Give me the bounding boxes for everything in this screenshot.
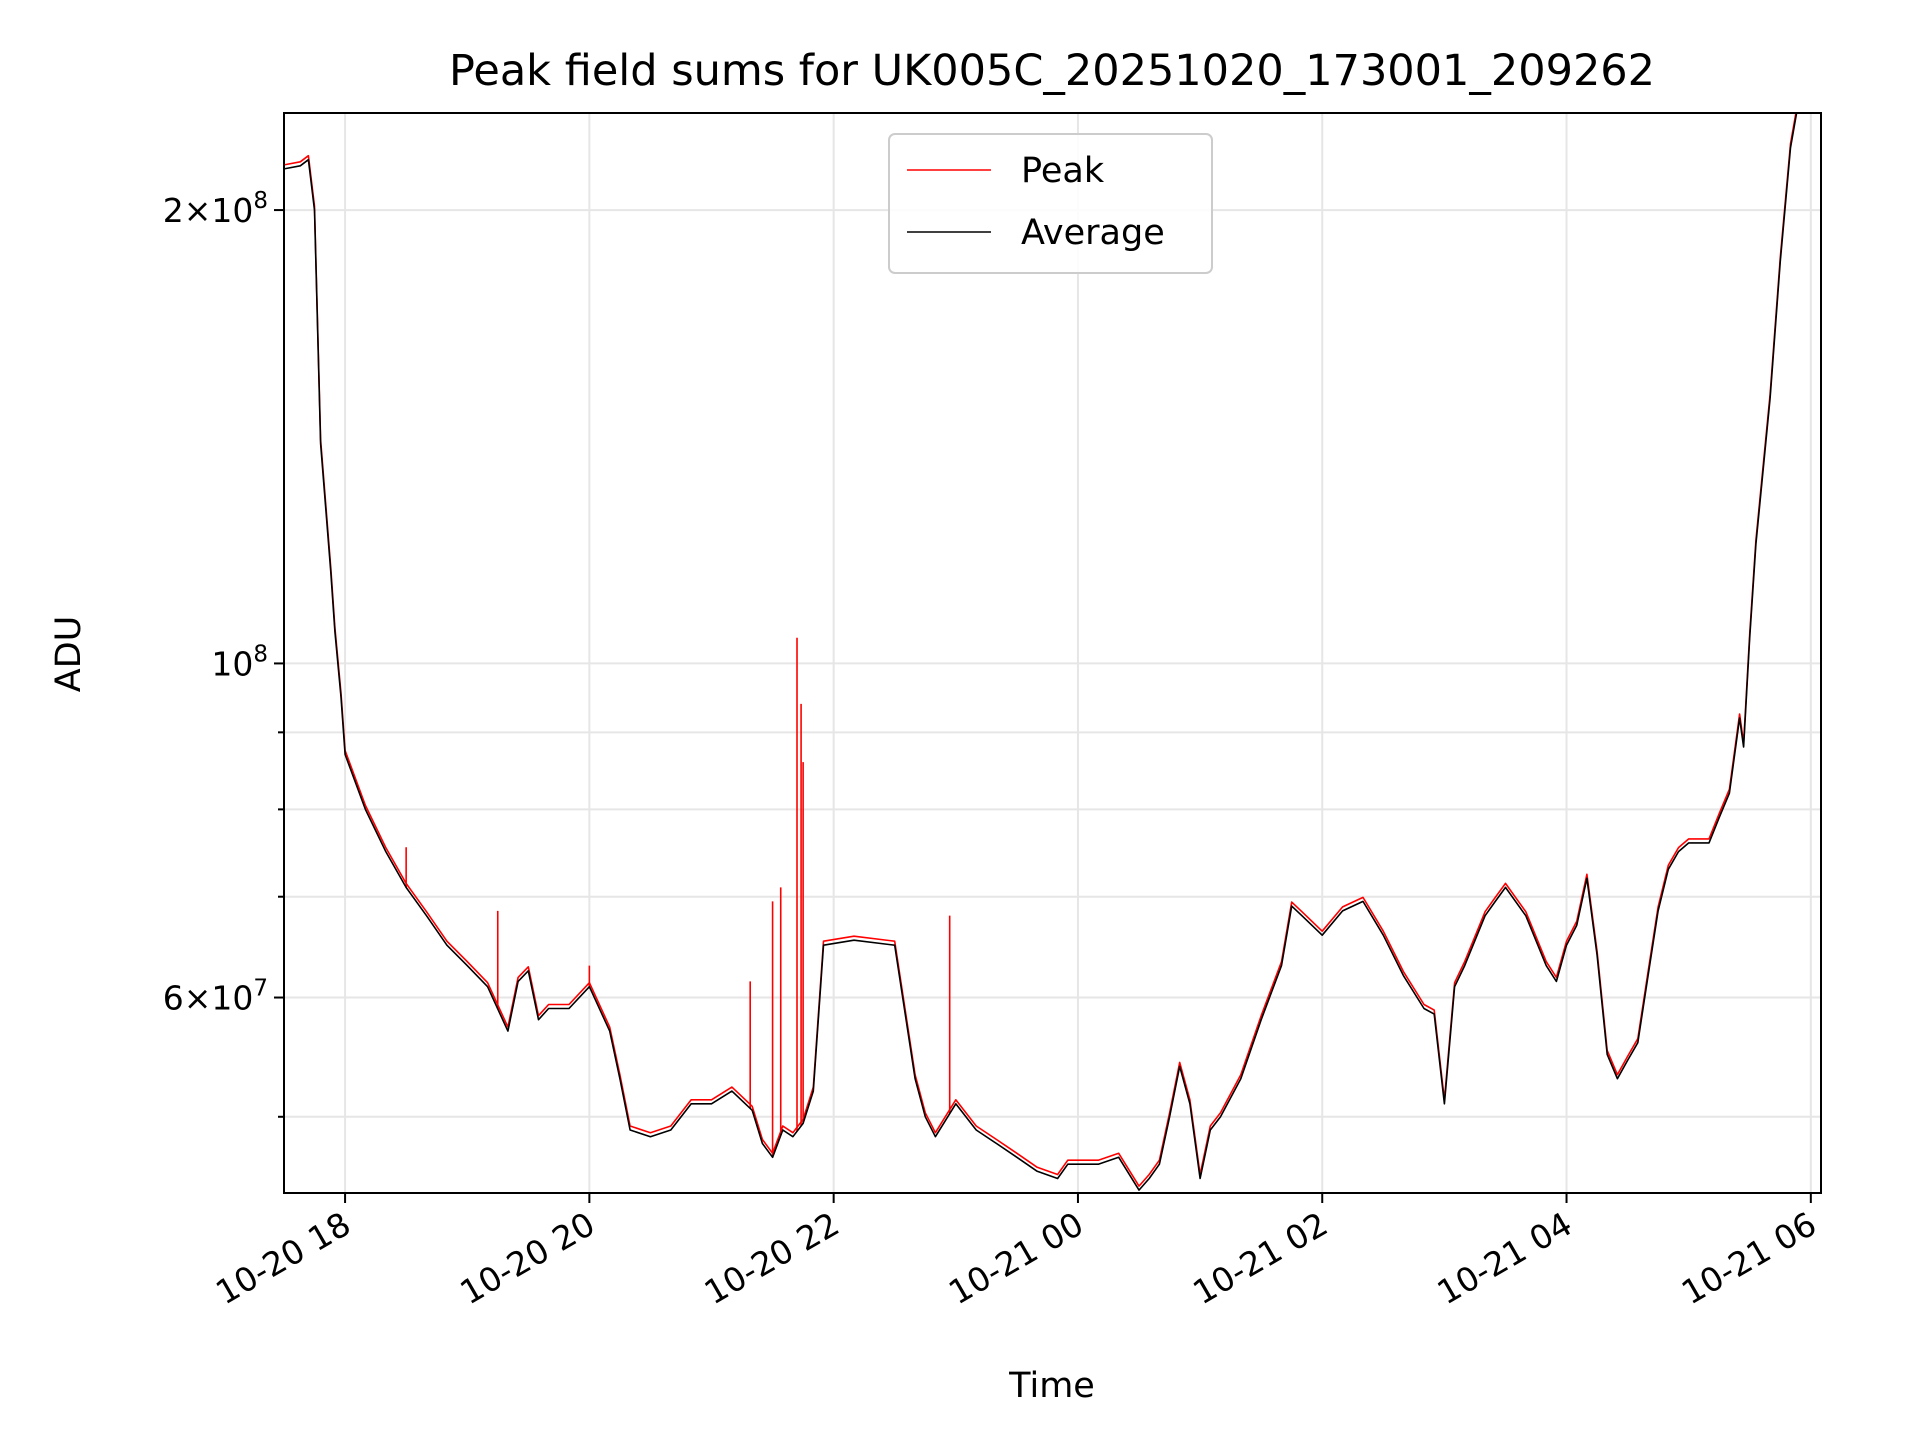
x-tick-label: 10-21 06 xyxy=(1675,1204,1823,1312)
legend-label: Peak xyxy=(1021,151,1105,191)
y-tick-label: 2×108 xyxy=(163,188,268,230)
axis-ticks: 10-20 18 10-20 20 10-20 22 10-21 00 10-21 02… xyxy=(163,188,1823,1312)
series-average-line xyxy=(284,113,1798,1191)
y-tick-label: 6×107 xyxy=(163,976,268,1018)
chart-title: Peak field sums for UK005C_20251020_1730… xyxy=(449,46,1655,96)
x-tick-label: 10-21 00 xyxy=(942,1204,1090,1312)
x-axis-label: Time xyxy=(1008,1366,1095,1406)
series-peak-line xyxy=(284,113,1797,1187)
legend: Peak Average xyxy=(888,133,1213,274)
x-tick-label: 10-20 20 xyxy=(453,1204,601,1312)
x-tick-label: 10-20 22 xyxy=(698,1204,846,1312)
plot-frame xyxy=(283,112,1822,1194)
y-tick-label: 108 xyxy=(211,641,268,683)
y-axis-label: ADU xyxy=(49,616,89,693)
x-tick-label: 10-21 02 xyxy=(1186,1204,1334,1312)
legend-label: Average xyxy=(1021,213,1165,253)
x-tick-label: 10-21 04 xyxy=(1431,1204,1579,1312)
x-tick-label: 10-20 18 xyxy=(209,1204,357,1312)
legend-box xyxy=(888,133,1213,274)
series-lines xyxy=(284,113,1798,1191)
grid xyxy=(284,113,1821,1193)
